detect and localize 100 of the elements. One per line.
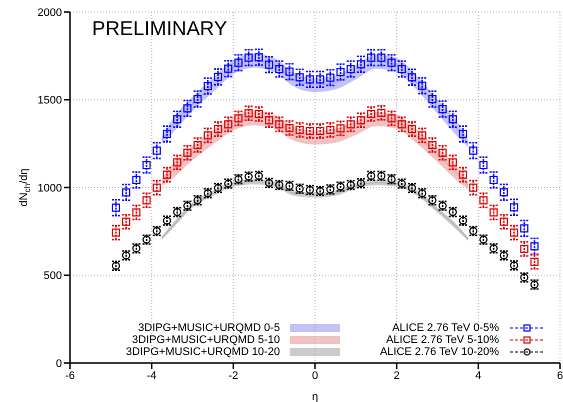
point	[275, 64, 284, 74]
point	[224, 120, 232, 128]
y-tick-label: 500	[44, 270, 62, 282]
point	[336, 68, 345, 76]
legend-label: ALICE 2.76 TeV 0-5%	[392, 322, 499, 334]
legend-label: ALICE 2.76 TeV 10-20%	[380, 346, 499, 358]
point	[194, 94, 202, 104]
point	[377, 108, 386, 118]
x-tick-label: -4	[146, 370, 157, 382]
point	[387, 114, 396, 122]
point	[346, 64, 355, 74]
point	[224, 64, 232, 73]
point	[490, 208, 498, 217]
point	[469, 184, 478, 192]
point	[244, 109, 253, 118]
point	[510, 228, 518, 237]
point	[367, 54, 376, 62]
point	[152, 184, 161, 192]
point	[530, 242, 539, 250]
x-tick-label: 2	[394, 370, 400, 382]
y-tick-label: 0	[56, 358, 62, 370]
point	[510, 203, 518, 212]
point	[367, 110, 376, 118]
point	[132, 176, 140, 184]
point	[316, 126, 324, 136]
point	[346, 120, 355, 128]
point	[162, 130, 172, 138]
point	[244, 54, 253, 62]
point	[469, 146, 478, 155]
point	[438, 148, 447, 157]
point	[204, 131, 212, 140]
point	[398, 120, 406, 128]
point	[234, 114, 243, 122]
x-axis-title: η	[312, 391, 318, 402]
y-tick-label: 1000	[38, 182, 62, 194]
point	[122, 188, 130, 197]
point	[264, 116, 274, 124]
point	[264, 60, 274, 69]
point	[500, 218, 508, 226]
x-tick-label: -2	[228, 370, 238, 382]
x-tick-label: -6	[65, 370, 75, 382]
point	[418, 131, 426, 140]
point	[500, 188, 508, 196]
point	[306, 126, 314, 136]
point	[306, 75, 314, 84]
point	[112, 228, 120, 237]
point	[530, 258, 539, 266]
x-tick-label: 0	[312, 370, 318, 382]
point	[428, 140, 436, 150]
legend-label: 3DIPG+MUSIC+URQMD 10-20	[126, 346, 280, 358]
point	[142, 196, 151, 204]
point	[254, 110, 263, 118]
point	[296, 126, 304, 134]
point	[418, 82, 426, 90]
legend-label: 3DIPG+MUSIC+URQMD 5-10	[132, 334, 280, 346]
point	[152, 146, 161, 155]
x-tick-label: 4	[475, 370, 482, 382]
point	[326, 126, 334, 134]
point	[438, 104, 447, 114]
point	[296, 73, 304, 82]
point	[254, 53, 263, 62]
point	[428, 94, 436, 104]
point	[173, 115, 182, 124]
point	[132, 208, 140, 217]
point	[285, 68, 294, 76]
point	[398, 64, 406, 74]
point	[387, 58, 396, 67]
point	[162, 170, 172, 179]
point	[142, 160, 151, 170]
point	[356, 116, 366, 124]
point	[490, 176, 498, 184]
point	[173, 158, 182, 167]
point	[194, 140, 202, 150]
point	[377, 54, 386, 62]
point	[408, 124, 416, 134]
point	[316, 75, 324, 84]
point	[479, 196, 488, 204]
point	[520, 244, 528, 254]
point	[408, 73, 416, 82]
point	[234, 58, 243, 67]
point	[479, 160, 488, 170]
annotation: PRELIMINARY	[92, 18, 228, 41]
x-tick-label: 6	[556, 370, 563, 382]
point	[204, 82, 212, 90]
point	[285, 124, 294, 132]
point	[520, 224, 528, 232]
point	[214, 124, 222, 134]
point	[214, 72, 222, 82]
legend-label: ALICE 2.76 TeV 5-10%	[386, 334, 499, 346]
point	[356, 60, 366, 68]
y-tick-label: 2000	[38, 6, 62, 19]
point	[326, 74, 334, 82]
y-tick-label: 1500	[38, 94, 62, 107]
point	[448, 158, 457, 167]
point	[336, 124, 345, 132]
point	[122, 218, 130, 226]
point	[458, 170, 468, 179]
legend-label: 3DIPG+MUSIC+URQMD 0-5	[138, 322, 280, 334]
point	[183, 148, 192, 157]
point	[448, 115, 457, 124]
